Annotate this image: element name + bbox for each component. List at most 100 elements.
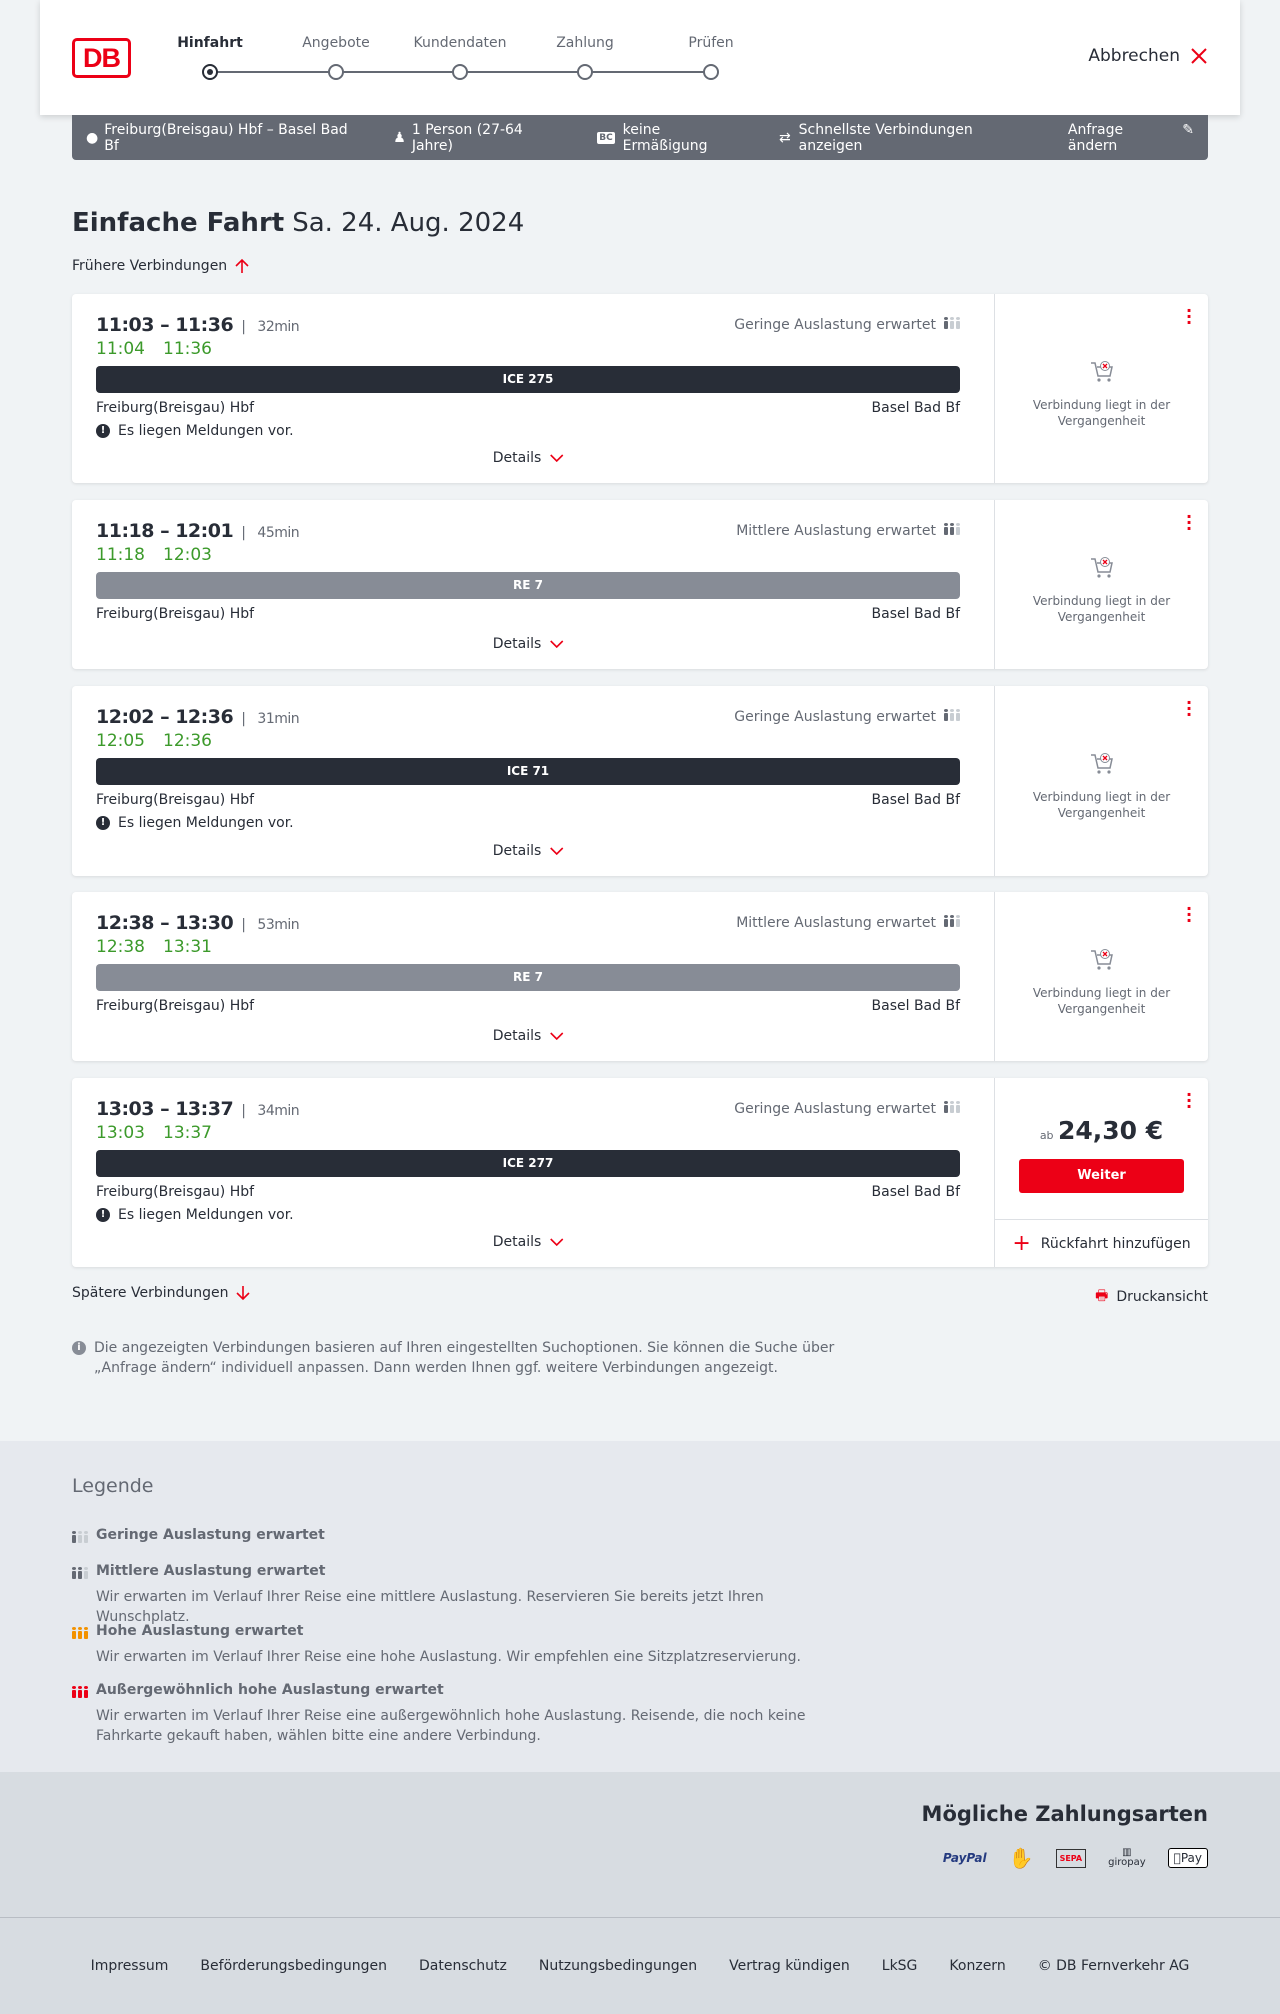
train-bar[interactable]: RE 7 (96, 572, 960, 599)
step-marker (202, 64, 218, 80)
message-notice[interactable]: ! Es liegen Meldungen vor. (96, 423, 294, 439)
legend-item-text: Wir erwarten im Verlauf Ihrer Reise eine… (96, 1649, 801, 1665)
close-icon (1191, 48, 1207, 64)
more-options-icon[interactable]: · · · (1186, 693, 1193, 724)
earlier-connections-link[interactable]: Frühere Verbindungen (72, 258, 249, 274)
more-options-icon[interactable]: · · · (1186, 507, 1193, 538)
details-toggle[interactable]: Details (493, 1028, 564, 1044)
cart-unavailable-icon (1090, 753, 1113, 774)
details-toggle[interactable]: Details (493, 450, 564, 466)
past-connection-note: Verbindung liegt in der Vergangenheit (995, 359, 1208, 429)
time-range: 12:38 – 13:30 (96, 912, 234, 934)
scheduled-times: 13:03 – 13:37 34min (96, 1098, 300, 1120)
train-bar[interactable]: ICE 71 (96, 758, 960, 785)
price: ab 24,30 € (995, 1116, 1208, 1145)
occupancy-icon (944, 317, 960, 329)
swap-icon: ⇄ (778, 129, 791, 146)
occupancy-icon (72, 1686, 88, 1698)
past-label: Verbindung liegt in der Vergangenheit (1032, 397, 1171, 428)
plus-icon: + (1012, 1231, 1031, 1256)
add-return-label: Rückfahrt hinzufügen (1040, 1235, 1191, 1252)
train-bar[interactable]: ICE 277 (96, 1150, 960, 1177)
realtime-times: 13:03 13:37 (96, 1123, 230, 1143)
realtime-times: 11:04 11:36 (96, 339, 230, 359)
apple-pay-logo: Pay (1167, 1848, 1208, 1868)
details-toggle[interactable]: Details (493, 843, 564, 859)
pencil-icon: ✎ (1182, 121, 1195, 138)
occupancy-icon (944, 523, 960, 535)
occupancy: Geringe Auslastung erwartet (734, 709, 960, 725)
past-connection-note: Verbindung liegt in der Vergangenheit (995, 555, 1208, 625)
departure-station: Freiburg(Breisgau) Hbf (96, 606, 255, 622)
cart-unavailable-icon (1090, 556, 1113, 578)
footer-link[interactable]: © DB Fernverkehr AG (1037, 1958, 1190, 1974)
message-notice[interactable]: ! Es liegen Meldungen vor. (96, 1207, 294, 1223)
footer-link[interactable]: Nutzungsbedingungen (538, 1958, 698, 1974)
step-marker (452, 64, 468, 80)
details-toggle[interactable]: Details (493, 636, 564, 652)
details-label: Details (492, 843, 542, 859)
footer-link[interactable]: Impressum (90, 1958, 169, 1974)
cart-unavailable-icon (1090, 360, 1113, 382)
chevron-down-icon (549, 1238, 563, 1246)
alert-icon: ! (96, 424, 110, 438)
past-label: Verbindung liegt in der Vergangenheit (1032, 790, 1171, 820)
more-options-icon[interactable]: · · · (1186, 899, 1193, 930)
details-label: Details (492, 1028, 542, 1044)
occupancy-icon (72, 1531, 88, 1543)
later-label: Spätere Verbindungen (72, 1285, 229, 1301)
arrow-down-icon (236, 1286, 251, 1301)
departure-station: Freiburg(Breisgau) Hbf (96, 998, 255, 1014)
print-view-link[interactable]: 🖶 Druckansicht (1095, 1285, 1208, 1309)
footer-link[interactable]: Beförderungsbedingungen (200, 1958, 387, 1974)
train-bar[interactable]: RE 7 (96, 964, 960, 991)
duration: 34min (241, 1103, 299, 1119)
step-2: Kundendaten (413, 35, 507, 51)
legend-item-title: Mittlere Auslastung erwartet (96, 1563, 326, 1579)
later-connections-link[interactable]: Spätere Verbindungen (72, 1285, 251, 1301)
occupancy-icon (944, 915, 960, 927)
realtime-times: 12:05 12:36 (96, 731, 230, 751)
train-bar[interactable]: ICE 275 (96, 366, 960, 393)
chevron-down-icon (549, 454, 563, 462)
alert-icon: ! (96, 816, 110, 830)
scheduled-times: 11:18 – 12:01 45min (96, 520, 300, 542)
more-options-icon[interactable]: · · · (1186, 1085, 1193, 1116)
realtime-departure: 11:18 (96, 545, 145, 565)
message-notice[interactable]: ! Es liegen Meldungen vor. (96, 815, 294, 831)
details-toggle[interactable]: Details (493, 1234, 564, 1250)
time-range: 13:03 – 13:37 (96, 1098, 234, 1120)
add-return-button[interactable]: + Rückfahrt hinzufügen (995, 1219, 1208, 1267)
realtime-arrival: 13:37 (163, 1123, 212, 1143)
connection-card: 12:38 – 13:30 53min 12:38 13:31 Mittlere A… (72, 892, 1208, 1061)
footer-link[interactable]: Vertrag kündigen (729, 1958, 850, 1974)
more-options-icon[interactable]: · · · (1186, 301, 1193, 332)
map-pin-icon: ● (86, 129, 99, 146)
continue-button[interactable]: Weiter (1019, 1159, 1184, 1193)
departure-station: Freiburg(Breisgau) Hbf (96, 1184, 255, 1200)
payment-title: Mögliche Zahlungsarten (921, 1802, 1208, 1826)
details-label: Details (492, 1234, 542, 1250)
occupancy-label: Mittlere Auslastung erwartet (736, 523, 936, 539)
occupancy: Geringe Auslastung erwartet (734, 1101, 960, 1117)
paypal-logo: PayPal (942, 1851, 987, 1865)
price-prefix: ab (1039, 1129, 1054, 1142)
arrival-station: Basel Bad Bf (871, 792, 960, 808)
offer-column: · · · Verbindung liegt in der Vergangenheit (994, 892, 1208, 1061)
connection-card: 12:02 – 12:36 31min 12:05 12:36 Geringe Au… (72, 686, 1208, 876)
footer-link[interactable]: Datenschutz (418, 1958, 507, 1974)
cancel-button[interactable]: Abbrechen (1088, 46, 1208, 66)
time-range: 11:03 – 11:36 (96, 314, 234, 336)
discount-summary: keine Ermäßigung (622, 121, 708, 154)
occupancy-label: Geringe Auslastung erwartet (734, 709, 936, 725)
footer-link[interactable]: LkSG (881, 1958, 918, 1974)
step-1: Angebote (302, 35, 370, 51)
fastest-summary: Schnellste Verbindungen anzeigen (798, 121, 973, 154)
occupancy: Mittlere Auslastung erwartet (736, 915, 960, 931)
realtime-departure: 11:04 (96, 339, 145, 359)
realtime-arrival: 12:36 (163, 731, 212, 751)
trip-date: Sa. 24. Aug. 2024 (292, 208, 525, 238)
change-request-button[interactable]: Anfrage ändern ✎ (1068, 122, 1194, 154)
footer-link[interactable]: Konzern (949, 1958, 1006, 1974)
db-logo[interactable]: DB (72, 38, 131, 78)
